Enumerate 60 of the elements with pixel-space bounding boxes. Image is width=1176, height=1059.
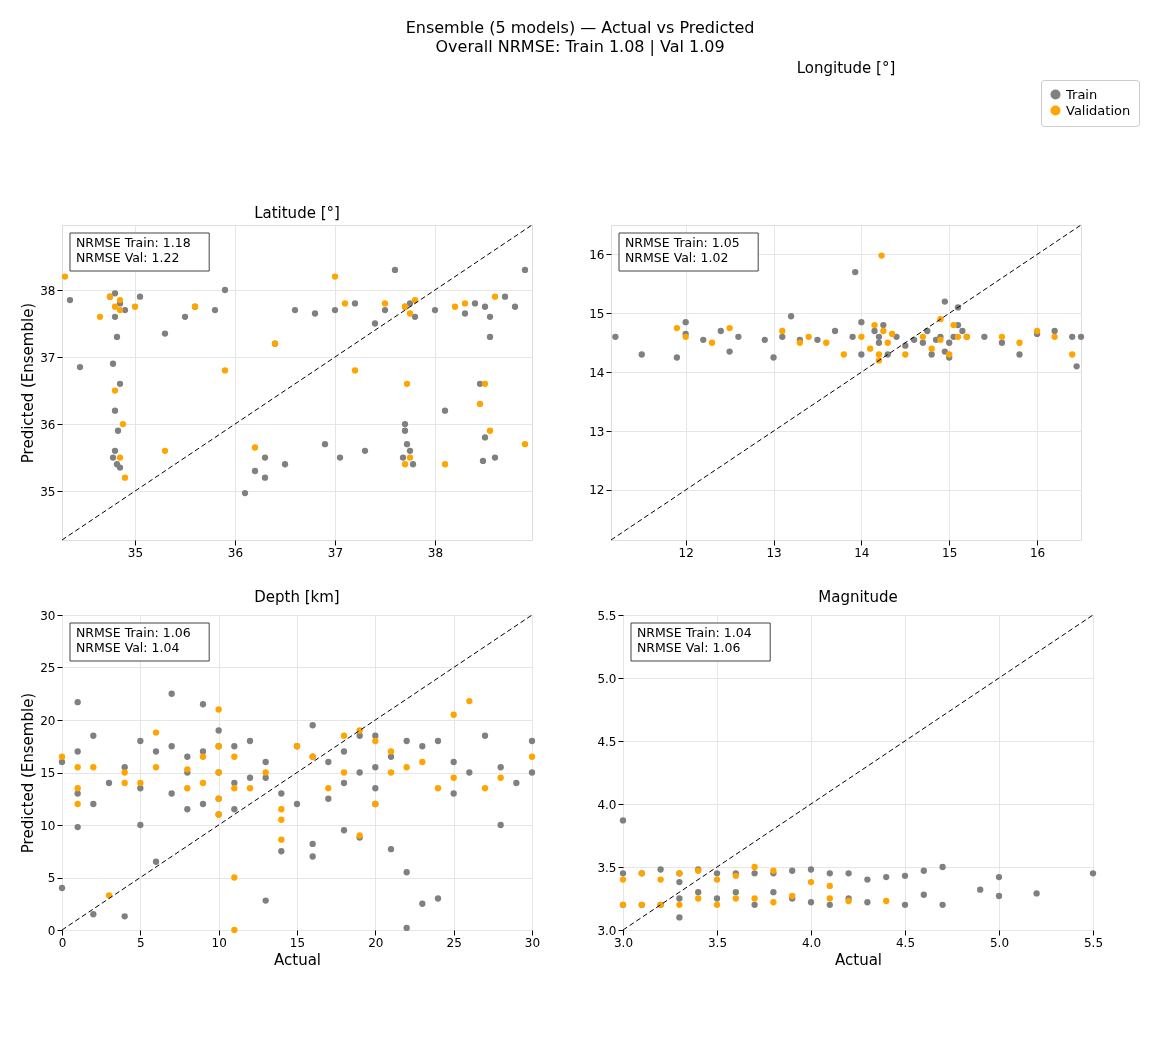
x-tick-label: 15 [942, 545, 958, 560]
y-axis-title: Predicted (Ensemble) [19, 302, 38, 464]
x-tick-label: 5.5 [1083, 935, 1104, 950]
x-axis-title: Actual [274, 950, 321, 969]
x-tick-label: 38 [427, 545, 444, 560]
x-tick-label: 14 [854, 545, 870, 560]
y-tick-label: 30 [40, 608, 56, 623]
y-tick-label: 38 [40, 283, 56, 298]
x-tick-label: 30 [524, 935, 541, 950]
x-tick-label: 5 [137, 935, 145, 950]
annotation: NRMSE Train: 1.06 NRMSE Val: 1.04 [76, 625, 191, 655]
y-tick-label: 10 [40, 818, 56, 833]
y-tick-label: 37 [40, 350, 56, 365]
x-tick-label: 16 [1029, 545, 1046, 560]
annotation: NRMSE Train: 1.18 NRMSE Val: 1.22 [76, 235, 191, 265]
chart-title: Longitude [°] [796, 58, 896, 77]
y-tick-label: 25 [40, 661, 56, 675]
y-tick-label: 20 [40, 713, 56, 728]
legend-label: Train [1065, 86, 1098, 102]
y-tick-label: 35 [40, 484, 56, 499]
x-tick-label: 10 [211, 935, 227, 950]
text: Ensemble (5 models) — Actual vs Predicted [405, 18, 755, 37]
x-tick-label: 13 [766, 545, 782, 560]
y-tick-label: 12 [589, 483, 605, 498]
annotation: NRMSE Train: 1.05 NRMSE Val: 1.02 [625, 235, 740, 265]
x-tick-label: 36 [227, 545, 244, 560]
x-axis-title: Actual [835, 950, 882, 969]
x-tick-label: 4.0 [801, 935, 822, 950]
y-tick-label: 15 [589, 306, 605, 321]
x-tick-label: 3.5 [707, 935, 728, 950]
y-tick-label: 5.5 [597, 608, 617, 623]
chart-title: Magnitude [818, 588, 898, 606]
y-tick-label: 13 [589, 424, 605, 439]
y-tick-label: 14 [589, 365, 605, 380]
y-tick-label: 5 [47, 871, 56, 885]
y-axis-title: Predicted (Ensemble) [19, 692, 38, 854]
y-tick-label: 16 [589, 247, 605, 262]
y-tick-label: 3.5 [597, 860, 617, 875]
chart-title: Depth [km] [254, 588, 340, 606]
annotation: NRMSE Train: 1.04 NRMSE Val: 1.06 [637, 625, 752, 655]
y-tick-label: 0 [47, 923, 56, 938]
x-tick-label: 15 [289, 935, 306, 950]
x-tick-label: 12 [678, 545, 694, 560]
y-tick-label: 4.5 [597, 734, 617, 749]
x-tick-label: 3.0 [613, 935, 634, 950]
y-tick-label: 15 [40, 766, 56, 780]
x-tick-label: 5.0 [989, 935, 1010, 950]
x-tick-label: 25 [446, 935, 462, 950]
y-tick-label: 4.0 [597, 797, 617, 812]
x-tick-label: 4.5 [895, 935, 916, 950]
y-tick-label: 5.0 [597, 671, 617, 686]
x-tick-label: 35 [127, 545, 144, 560]
x-tick-label: 37 [327, 545, 344, 560]
x-tick-label: 0 [58, 935, 67, 950]
x-tick-label: 20 [368, 935, 384, 950]
text: Overall NRMSE: Train 1.08 | Val 1.09 [435, 37, 725, 56]
chart-title: Latitude [°] [254, 203, 340, 222]
y-tick-label: 3.0 [597, 923, 617, 938]
legend-label: Validation [1066, 102, 1131, 118]
y-tick-label: 36 [40, 417, 56, 432]
